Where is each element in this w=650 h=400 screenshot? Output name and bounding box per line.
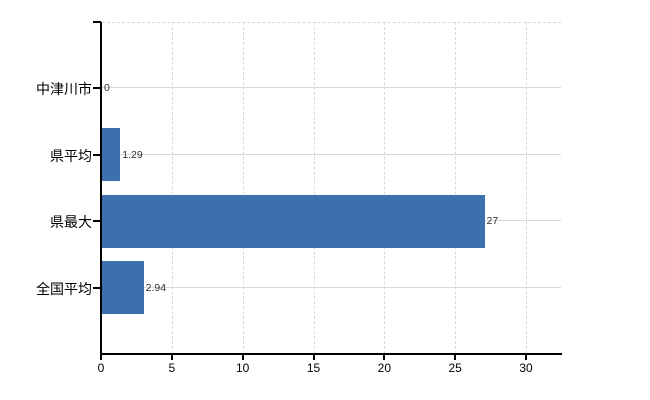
value-label: 1.29 [122, 148, 143, 161]
x-tick [525, 355, 527, 360]
gridline-vertical [242, 22, 244, 354]
y-tick [93, 87, 101, 90]
x-tick [170, 355, 173, 360]
x-axis [100, 353, 562, 355]
gridline-top [102, 22, 561, 23]
gridline-horizontal [102, 87, 561, 89]
value-label: 0 [104, 82, 110, 95]
value-label: 2.94 [145, 281, 167, 294]
x-tick-label: 25 [448, 361, 462, 375]
y-tick [93, 21, 101, 23]
x-tick [100, 355, 102, 360]
x-tick [312, 355, 315, 360]
bar [102, 194, 485, 248]
category-label: 全国平均 [36, 280, 92, 297]
category-label: 県平均 [50, 147, 92, 164]
gridline-vertical [171, 22, 173, 354]
gridline-horizontal [102, 286, 561, 288]
y-tick [93, 286, 101, 289]
x-tick-label: 15 [306, 361, 321, 375]
gridline-vertical [526, 22, 527, 354]
category-label: 県最大 [50, 214, 92, 231]
gridline-vertical [384, 22, 386, 354]
gridline-vertical [455, 22, 457, 354]
category-label: 中津川市 [36, 81, 92, 98]
x-tick [241, 355, 244, 360]
x-tick-label: 0 [97, 361, 105, 375]
gridline-vertical [313, 22, 315, 354]
value-label: 27 [486, 215, 499, 228]
y-tick [93, 220, 101, 223]
bar [102, 261, 144, 315]
x-tick [454, 355, 457, 360]
gridline-horizontal [102, 153, 561, 155]
y-tick [93, 153, 101, 156]
x-tick-label: 5 [168, 361, 176, 375]
x-tick [383, 355, 386, 360]
x-tick-label: 20 [377, 361, 391, 375]
x-tick-label: 10 [235, 361, 250, 375]
y-axis [100, 22, 102, 355]
x-tick-label: 30 [519, 361, 533, 375]
bar [102, 128, 121, 182]
